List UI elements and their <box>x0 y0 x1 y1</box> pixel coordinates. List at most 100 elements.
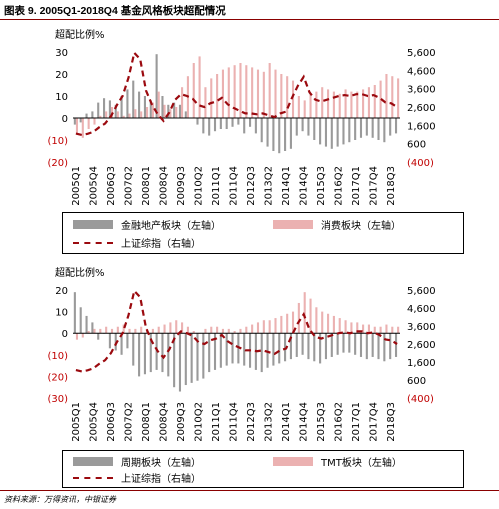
bar-series2 <box>315 91 318 118</box>
legend-swatch-tmt <box>273 457 313 466</box>
legend-swatch-index-top <box>73 241 113 244</box>
x-tick-label: 2008Q4 <box>159 166 170 206</box>
bar-series1 <box>289 333 292 360</box>
legend-bottom: 周期板块（左轴） TMT板块（左轴） 上证综指（右轴） <box>62 450 464 488</box>
bar-series2 <box>344 320 347 334</box>
bar-series1 <box>377 118 380 140</box>
bar-series2 <box>286 76 289 118</box>
bar-series2 <box>227 328 230 334</box>
bar-series2 <box>198 56 201 118</box>
bar-series2 <box>327 89 330 118</box>
bar-series1 <box>354 118 357 140</box>
bar-series1 <box>278 333 281 364</box>
x-tick-label: 2008Q1 <box>141 402 152 442</box>
bar-series2 <box>344 89 347 118</box>
bar-series1 <box>91 111 94 118</box>
bar-series2 <box>350 322 353 334</box>
legend-swatch-cyclical <box>73 457 113 466</box>
bar-series1 <box>389 118 392 136</box>
bar-series2 <box>221 328 224 334</box>
bar-series1 <box>97 102 100 118</box>
bar-series2 <box>391 76 394 118</box>
bar-series1 <box>284 118 287 151</box>
legend-item-tmt: TMT板块（左轴） <box>273 454 402 469</box>
bar-series2 <box>239 63 242 118</box>
x-tick-label: 2005Q1 <box>71 402 82 442</box>
bar-series1 <box>132 333 135 366</box>
bar-series1 <box>330 333 333 357</box>
x-tick-label: 2011Q1 <box>211 166 222 206</box>
bar-series1 <box>365 118 368 136</box>
bar-series1 <box>108 333 111 349</box>
bar-series1 <box>231 333 234 364</box>
bar-series2 <box>140 111 143 118</box>
legend-label-tmt: TMT板块（左轴） <box>321 458 402 469</box>
bar-series1 <box>365 333 368 360</box>
bar-series2 <box>373 326 376 334</box>
bar-series1 <box>231 118 234 127</box>
bar-series1 <box>149 100 152 118</box>
bar-series1 <box>272 118 275 151</box>
bar-series1 <box>307 333 310 360</box>
bar-series1 <box>272 333 275 366</box>
x-tick-label: 2007Q2 <box>123 166 134 206</box>
bar-series1 <box>184 333 187 386</box>
bar-series1 <box>295 118 298 136</box>
bar-series2 <box>280 74 283 118</box>
bar-series1 <box>196 333 199 381</box>
bar-series1 <box>132 80 135 118</box>
bar-series2 <box>216 74 219 118</box>
bar-series2 <box>262 320 265 334</box>
bar-series2 <box>99 115 102 118</box>
bar-series2 <box>151 102 154 118</box>
bar-series1 <box>319 118 322 145</box>
bar-series1 <box>219 118 222 129</box>
right-tick-label: 3,600 <box>407 322 436 333</box>
bar-series1 <box>202 118 205 134</box>
bar-series1 <box>85 113 88 118</box>
right-tick-label: 4,600 <box>407 304 436 315</box>
bar-series2 <box>116 326 119 334</box>
legend-swatch-index-bottom <box>73 476 113 479</box>
bar-series1 <box>394 118 398 134</box>
bar-series1 <box>394 333 398 357</box>
bar-series1 <box>336 333 339 355</box>
bar-series2 <box>75 333 79 340</box>
bar-series1 <box>260 118 263 143</box>
right-tick-label: 1,600 <box>407 358 436 369</box>
chart-1: 超配比例% 30 20 10 0 (10) (20) 5,600 4,600 3,600 2,600… <box>47 28 435 206</box>
bar-series2 <box>75 118 79 134</box>
bar-series2 <box>157 326 160 334</box>
bar-series2 <box>303 100 306 118</box>
bar-series2 <box>204 328 207 334</box>
index-line <box>75 50 398 137</box>
bar-series2 <box>262 71 265 118</box>
bar-series1 <box>103 98 106 118</box>
left-tick-label: 10 <box>55 308 68 319</box>
bar-series1 <box>73 292 76 334</box>
bar-series1 <box>348 118 351 143</box>
x-tick-label: 2013Q2 <box>264 166 275 206</box>
bar-series1 <box>354 333 357 355</box>
bar-series1 <box>114 104 117 118</box>
x-tick-label: 2014Q1 <box>281 402 292 442</box>
x-tick-label: 2008Q4 <box>159 402 170 442</box>
bar-series1 <box>359 118 363 138</box>
bar-series1 <box>301 118 304 132</box>
right-tick-label: 2,600 <box>407 340 436 351</box>
bar-series2 <box>256 69 260 118</box>
bar-series2 <box>233 331 236 334</box>
left-tick-label: 10 <box>55 92 68 103</box>
bar-series2 <box>338 93 341 118</box>
x-tick-label: 2011Q4 <box>229 402 240 442</box>
bar-series2 <box>163 104 166 118</box>
bar-series2 <box>169 322 172 334</box>
y-axis-label: 超配比例% <box>55 28 105 41</box>
bar-series2 <box>251 67 254 118</box>
bar-series2 <box>216 326 219 334</box>
bar-series1 <box>342 118 345 145</box>
bar-series1 <box>91 322 94 334</box>
bar-series1 <box>243 333 246 366</box>
legend-item-financial: 金融地产板块（左轴） <box>73 217 221 232</box>
